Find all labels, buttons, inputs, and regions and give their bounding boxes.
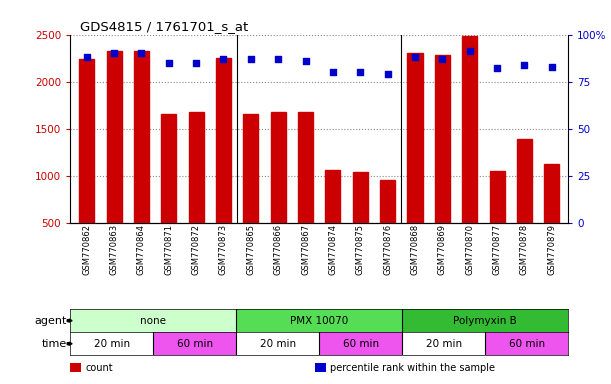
Point — [191, 60, 201, 66]
Bar — [236, 332, 320, 355]
Text: agent: agent — [35, 316, 67, 326]
Point — [382, 71, 392, 77]
Bar — [489, 171, 505, 223]
Text: 20 min: 20 min — [260, 339, 296, 349]
Text: count: count — [86, 363, 113, 373]
Text: 60 min: 60 min — [343, 339, 379, 349]
Point — [301, 58, 310, 64]
Bar — [485, 332, 568, 355]
Bar — [243, 114, 258, 223]
Point — [465, 48, 475, 55]
Bar — [236, 309, 402, 332]
Bar — [544, 164, 559, 223]
Bar — [70, 332, 153, 355]
Bar — [402, 309, 568, 332]
Text: GDS4815 / 1761701_s_at: GDS4815 / 1761701_s_at — [80, 20, 249, 33]
Point — [219, 56, 229, 62]
Bar — [326, 170, 340, 223]
Bar — [161, 114, 177, 223]
Bar — [106, 51, 122, 223]
Point — [437, 56, 447, 62]
Bar — [216, 58, 231, 223]
Bar — [380, 180, 395, 223]
Point — [519, 61, 529, 68]
Bar — [435, 55, 450, 223]
Point — [273, 56, 283, 62]
Point — [82, 54, 92, 60]
Bar — [402, 332, 485, 355]
Bar — [189, 112, 203, 223]
Point — [136, 50, 146, 56]
Bar — [462, 36, 477, 223]
Text: 20 min: 20 min — [426, 339, 462, 349]
Bar — [153, 332, 236, 355]
Bar — [353, 172, 368, 223]
Bar — [271, 112, 286, 223]
Text: percentile rank within the sample: percentile rank within the sample — [330, 363, 495, 373]
Text: none: none — [141, 316, 166, 326]
Text: 20 min: 20 min — [93, 339, 130, 349]
Text: 60 min: 60 min — [509, 339, 545, 349]
Bar — [79, 59, 94, 223]
Bar — [134, 51, 149, 223]
Point — [109, 50, 119, 56]
Text: Polymyxin B: Polymyxin B — [453, 316, 517, 326]
Text: PMX 10070: PMX 10070 — [290, 316, 348, 326]
Bar — [517, 139, 532, 223]
Bar — [408, 53, 423, 223]
Text: time: time — [42, 339, 67, 349]
Text: 60 min: 60 min — [177, 339, 213, 349]
Point — [547, 63, 557, 70]
Point — [410, 54, 420, 60]
Point — [328, 69, 338, 75]
Point — [356, 69, 365, 75]
Point — [492, 65, 502, 71]
Point — [164, 60, 174, 66]
Bar — [298, 112, 313, 223]
Bar — [320, 332, 402, 355]
Point — [246, 56, 256, 62]
Bar — [70, 309, 236, 332]
